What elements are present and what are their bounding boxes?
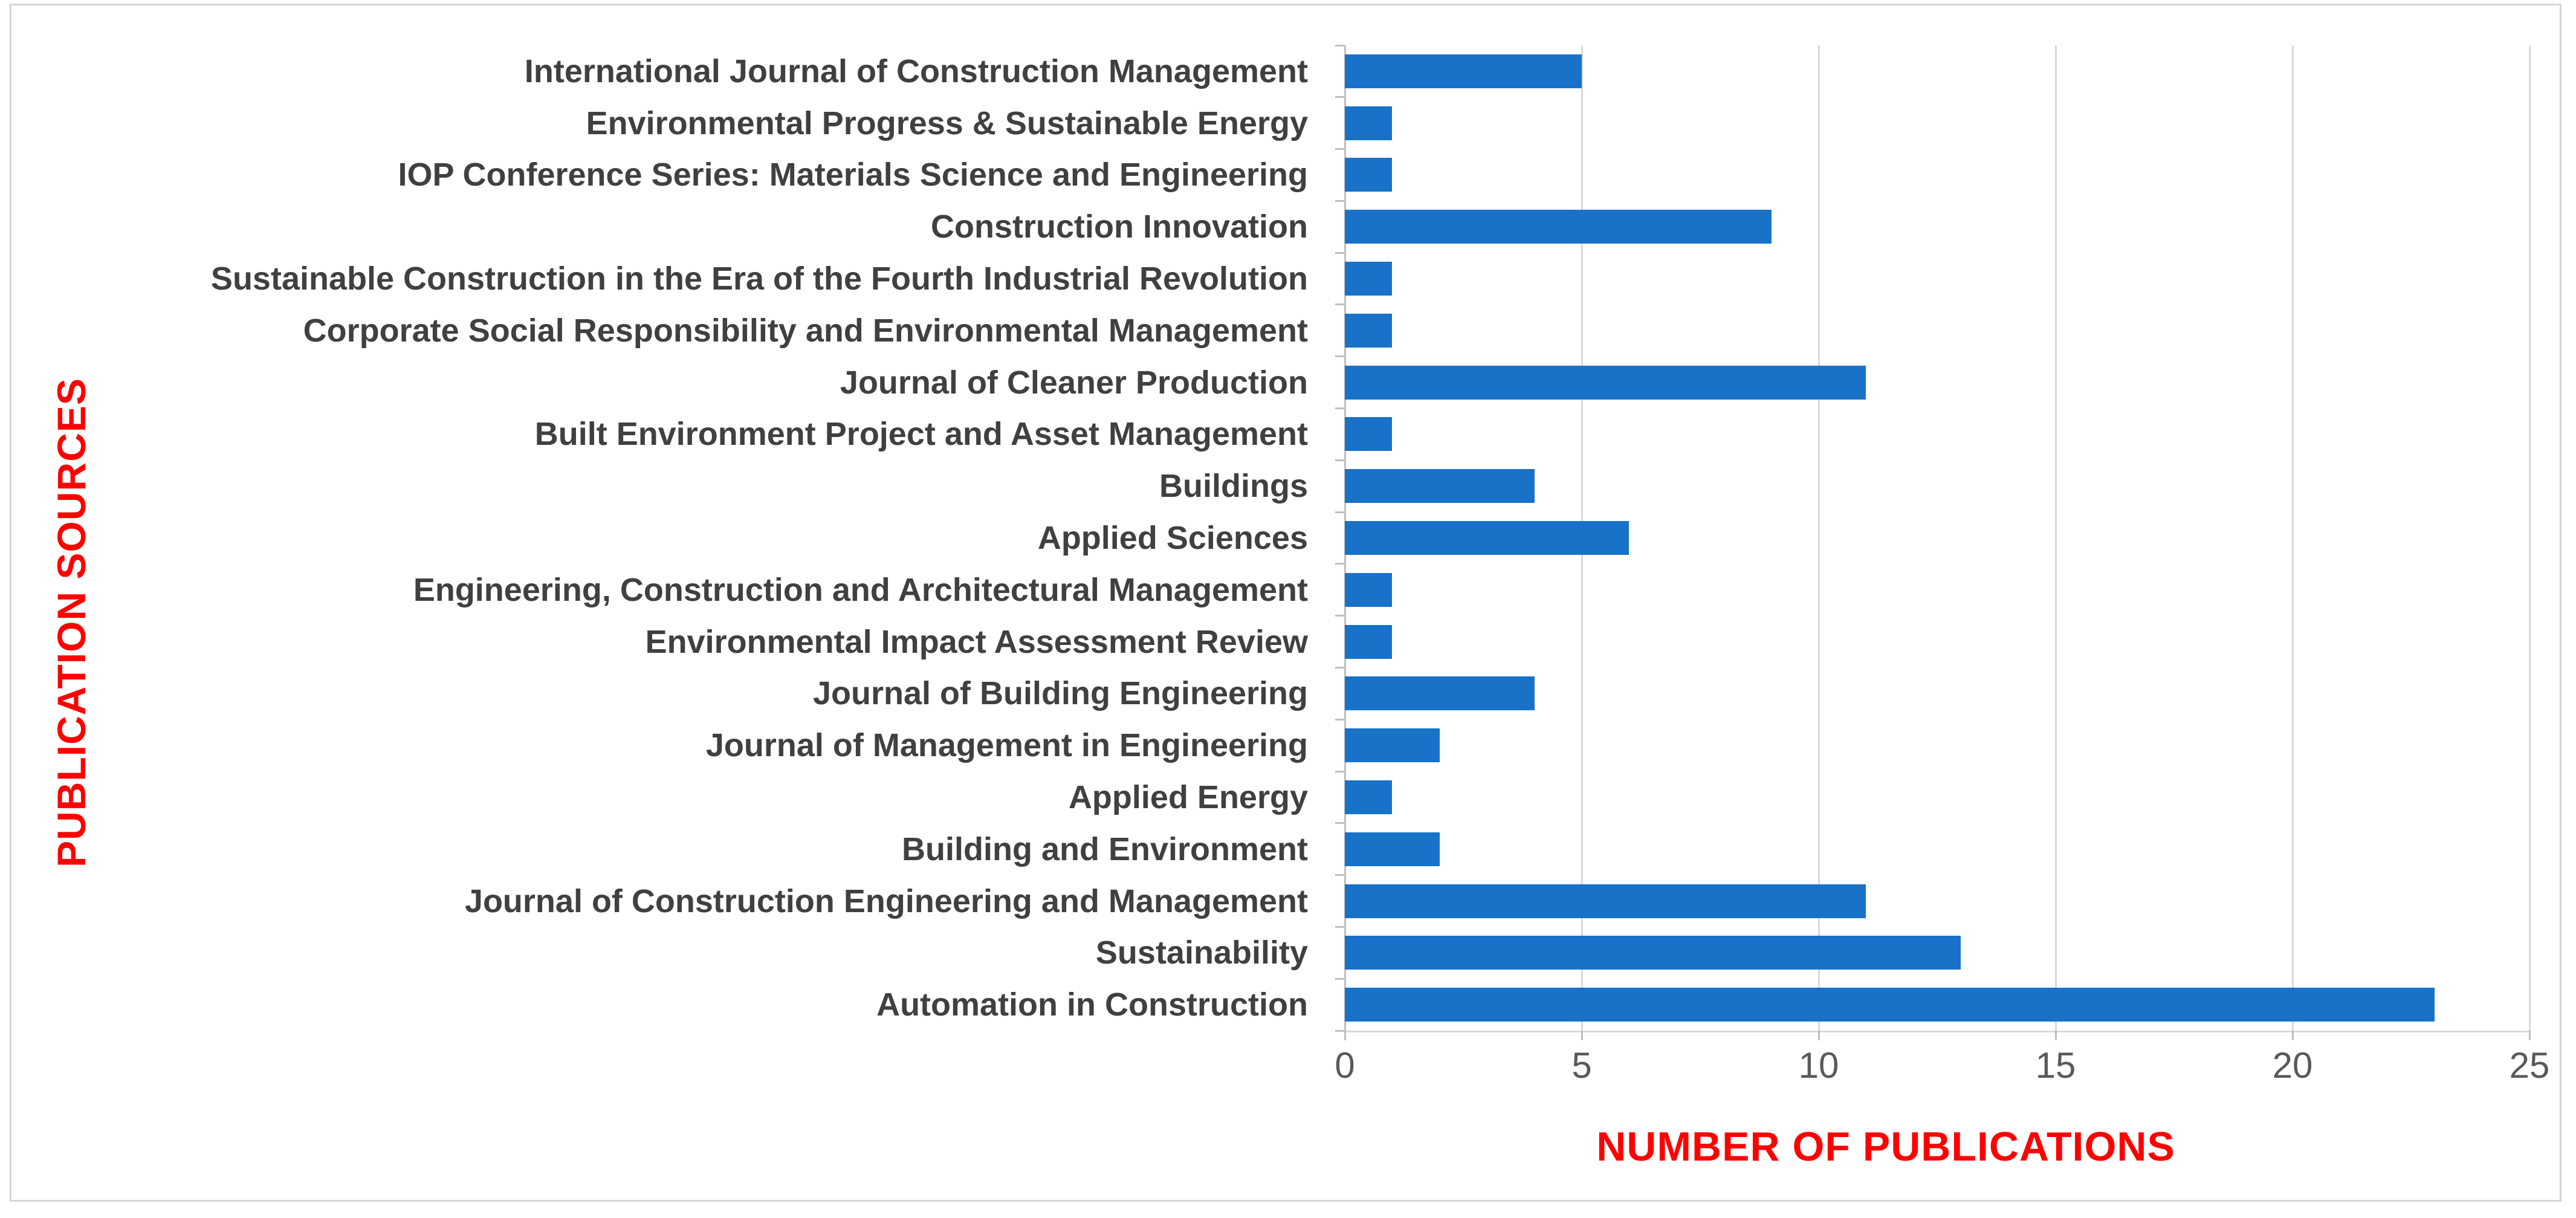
category-label: Sustainability — [1095, 935, 1308, 971]
bar-13 — [1345, 676, 1535, 711]
bar-2 — [1345, 106, 1393, 140]
x-tick-label-20: 20 — [2272, 1045, 2313, 1086]
bar-19 — [1345, 988, 2435, 1022]
bar-9 — [1345, 469, 1535, 504]
bar-3 — [1345, 158, 1393, 192]
category-label: Environmental Progress & Sustainable Ene… — [586, 105, 1308, 141]
gridline-x-10 — [1817, 45, 1820, 1031]
y-tick-mark — [1335, 925, 1345, 928]
x-tick-label-0: 0 — [1335, 1045, 1355, 1086]
x-tick-label-25: 25 — [2509, 1045, 2550, 1086]
x-axis-title: NUMBER OF PUBLICATIONS — [1596, 1124, 2175, 1170]
bar-1 — [1345, 54, 1582, 88]
value-axis-line — [1345, 1031, 2531, 1032]
category-label: Sustainable Construction in the Era of t… — [210, 261, 1308, 297]
bar-16 — [1345, 832, 1440, 866]
x-tick-mark-15 — [2054, 1031, 2057, 1040]
bar-8 — [1345, 417, 1393, 452]
category-label: Journal of Construction Engineering and … — [464, 883, 1308, 919]
y-tick-mark — [1335, 251, 1345, 254]
x-tick-mark-0 — [1344, 1031, 1346, 1040]
category-label: International Journal of Construction Ma… — [524, 53, 1308, 89]
category-label: Applied Sciences — [1037, 519, 1308, 556]
y-tick-mark — [1335, 770, 1345, 773]
x-tick-mark-5 — [1581, 1031, 1583, 1040]
category-label: Built Environment Project and Asset Mana… — [534, 416, 1308, 453]
y-tick-mark — [1335, 718, 1345, 721]
x-tick-label-15: 15 — [2035, 1045, 2076, 1086]
y-tick-mark — [1335, 1029, 1345, 1032]
y-tick-mark — [1335, 44, 1345, 47]
bar-18 — [1345, 936, 1961, 970]
y-axis-title: PUBLICATION SOURCES — [49, 378, 94, 867]
bar-5 — [1345, 262, 1393, 296]
y-tick-mark — [1335, 563, 1345, 565]
category-axis-labels: International Journal of Construction Ma… — [91, 45, 1325, 1031]
plot-area — [1344, 45, 2531, 1032]
y-tick-mark — [1335, 96, 1345, 99]
y-tick-mark — [1335, 303, 1345, 306]
x-tick-label-10: 10 — [1798, 1045, 1839, 1086]
category-label: Automation in Construction — [876, 986, 1308, 1023]
gridline-x-20 — [2291, 45, 2294, 1031]
x-tick-mark-20 — [2291, 1031, 2294, 1040]
gridline-x-15 — [2054, 45, 2057, 1031]
value-axis-tick-labels: 0 5 10 15 20 25 — [1335, 1045, 2549, 1093]
y-tick-mark — [1335, 355, 1345, 358]
category-label: Journal of Management in Engineering — [705, 727, 1308, 764]
y-tick-mark — [1335, 874, 1345, 876]
category-label: Construction Innovation — [931, 209, 1308, 245]
bar-14 — [1345, 728, 1440, 763]
y-tick-mark — [1335, 615, 1345, 617]
y-tick-mark — [1335, 199, 1345, 202]
x-tick-mark-10 — [1817, 1031, 1820, 1040]
x-tick-mark-25 — [2528, 1031, 2531, 1040]
bar-10 — [1345, 521, 1629, 555]
category-label: Engineering, Construction and Architectu… — [413, 571, 1308, 608]
category-label: Applied Energy — [1068, 779, 1308, 815]
bar-11 — [1345, 572, 1393, 607]
bar-7 — [1345, 365, 1866, 400]
category-label: Journal of Cleaner Production — [840, 364, 1308, 401]
y-tick-mark — [1335, 822, 1345, 824]
category-label: Buildings — [1159, 468, 1308, 505]
gridline-x-25 — [2528, 45, 2531, 1031]
y-tick-mark — [1335, 666, 1345, 669]
y-tick-mark — [1335, 148, 1345, 151]
y-tick-mark — [1335, 977, 1345, 980]
bar-12 — [1345, 624, 1393, 659]
y-tick-mark — [1335, 459, 1345, 461]
category-label: Corporate Social Responsibility and Envi… — [303, 312, 1308, 349]
category-label: Building and Environment — [902, 831, 1308, 867]
bar-17 — [1345, 884, 1866, 918]
y-tick-mark — [1335, 511, 1345, 513]
category-label: Journal of Building Engineering — [813, 675, 1308, 712]
x-tick-label-5: 5 — [1571, 1045, 1592, 1086]
y-tick-mark — [1335, 407, 1345, 410]
category-label: IOP Conference Series: Materials Science… — [398, 157, 1308, 193]
bar-4 — [1345, 210, 1772, 244]
bar-15 — [1345, 780, 1393, 814]
bar-6 — [1345, 313, 1393, 348]
category-label: Environmental Impact Assessment Review — [645, 623, 1308, 660]
